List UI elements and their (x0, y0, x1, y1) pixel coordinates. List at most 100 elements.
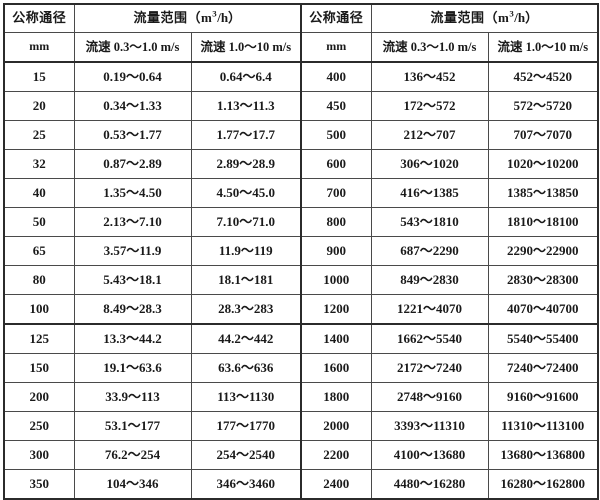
table-row: 80 5.43～18.1 18.1～181 1000 849～2830 2830～2830… (3, 265, 599, 295)
cell-flow-high: 44.2～442 (190, 323, 302, 354)
cell-flow-low: 1.35～4.50 (73, 178, 192, 208)
cell-nominal-diameter: 900 (300, 236, 372, 266)
flow-range-text-left: 流量范围（m (133, 10, 213, 26)
cell-flow-high: 177～1770 (190, 411, 302, 441)
cell-nominal-diameter: 700 (300, 178, 372, 208)
cell-flow-low: 172～572 (370, 91, 489, 121)
cell-nominal-diameter: 25 (3, 120, 75, 150)
cell-nominal-diameter: 2000 (300, 411, 372, 441)
cell-flow-low: 849～2830 (370, 265, 489, 295)
cell-flow-low: 212～707 (370, 120, 489, 150)
cell-nominal-diameter: 800 (300, 207, 372, 237)
cell-flow-low: 8.49～28.3 (73, 294, 192, 325)
cell-flow-low: 0.34～1.33 (73, 91, 192, 121)
cell-flow-low: 543～1810 (370, 207, 489, 237)
cell-flow-low: 0.87～2.89 (73, 149, 192, 179)
cell-nominal-diameter: 65 (3, 236, 75, 266)
table-row: 125 13.3～44.2 44.2～442 1400 1662～5540 5540～55… (3, 323, 599, 354)
cell-flow-low: 416～1385 (370, 178, 489, 208)
cell-flow-low: 4480～16280 (370, 469, 489, 500)
cell-nominal-diameter: 200 (3, 382, 75, 412)
cell-flow-low: 53.1～177 (73, 411, 192, 441)
cell-flow-high: 18.1～181 (190, 265, 302, 295)
cell-flow-high: 16280～162800 (487, 469, 599, 500)
cell-flow-low: 136～452 (370, 61, 489, 92)
table-row: 250 53.1～177 177～1770 2000 3393～11310 11310～1… (3, 411, 599, 441)
cell-flow-high: 2290～22900 (487, 236, 599, 266)
flow-range-table-container: 公称通径 流量范围（m3/h） 公称通径 流量范围（m3/h） mm 流速 0.3… (3, 3, 600, 500)
cell-flow-low: 1221～4070 (370, 294, 489, 325)
header-unit-mm-left: mm (3, 32, 75, 63)
cell-flow-high: 11310～113100 (487, 411, 599, 441)
cell-nominal-diameter: 150 (3, 353, 75, 383)
cell-nominal-diameter: 600 (300, 149, 372, 179)
cell-nominal-diameter: 300 (3, 440, 75, 470)
table-row: 150 19.1～63.6 63.6～636 1600 2172～7240 7240～72… (3, 353, 599, 383)
cell-flow-high: 2830～28300 (487, 265, 599, 295)
cell-nominal-diameter: 400 (300, 61, 372, 92)
cell-nominal-diameter: 80 (3, 265, 75, 295)
flow-range-unit-suffix-right: /h） (514, 10, 539, 26)
cell-nominal-diameter: 125 (3, 323, 75, 354)
header-unit-mm-right-low: 流速 0.3～1.0 m/s (370, 32, 489, 63)
cell-nominal-diameter: 20 (3, 91, 75, 121)
cell-nominal-diameter: 350 (3, 469, 75, 500)
cell-flow-high: 11.9～119 (190, 236, 302, 266)
header-unit-mm-right-high: 流速 1.0～10 m/s (487, 32, 599, 63)
cell-flow-high: 1385～13850 (487, 178, 599, 208)
cubic-superscript-left: 3 (212, 8, 218, 19)
flow-range-table: 公称通径 流量范围（m3/h） 公称通径 流量范围（m3/h） mm 流速 0.3… (3, 3, 600, 500)
cell-flow-high: 28.3～283 (190, 294, 302, 325)
cell-flow-high: 1.13～11.3 (190, 91, 302, 121)
header-flow-range-left: 流量范围（m3/h） (73, 3, 302, 33)
table-row: 20 0.34～1.33 1.13～11.3 450 172～572 572～5720 (3, 91, 599, 121)
cell-flow-low: 306～1020 (370, 149, 489, 179)
cell-nominal-diameter: 250 (3, 411, 75, 441)
cell-nominal-diameter: 1400 (300, 323, 372, 354)
header-nominal-diameter-left: 公称通径 (3, 3, 75, 33)
cell-nominal-diameter: 15 (3, 61, 75, 92)
table-row: 100 8.49～28.3 28.3～283 1200 1221～4070 4070～40… (3, 294, 599, 325)
cell-flow-high: 1020～10200 (487, 149, 599, 179)
cell-flow-low: 687～2290 (370, 236, 489, 266)
table-head: 公称通径 流量范围（m3/h） 公称通径 流量范围（m3/h） mm 流速 0.3… (3, 3, 599, 63)
cell-nominal-diameter: 2200 (300, 440, 372, 470)
cell-nominal-diameter: 100 (3, 294, 75, 325)
table-row: 40 1.35～4.50 4.50～45.0 700 416～1385 1385～1385… (3, 178, 599, 208)
cell-flow-high: 452～4520 (487, 61, 599, 92)
cell-flow-high: 572～5720 (487, 91, 599, 121)
cell-flow-low: 33.9～113 (73, 382, 192, 412)
cell-flow-high: 1.77～17.7 (190, 120, 302, 150)
table-row: 25 0.53～1.77 1.77～17.7 500 212～707 707～7070 (3, 120, 599, 150)
table-row: 50 2.13～7.10 7.10～71.0 800 543～1810 1810～1810… (3, 207, 599, 237)
cell-flow-high: 254～2540 (190, 440, 302, 470)
cell-flow-low: 104～346 (73, 469, 192, 500)
cell-nominal-diameter: 50 (3, 207, 75, 237)
cell-flow-high: 4.50～45.0 (190, 178, 302, 208)
header-unit-mm-left-high: 流速 1.0～10 m/s (190, 32, 302, 63)
cell-flow-high: 1810～18100 (487, 207, 599, 237)
cell-flow-low: 19.1～63.6 (73, 353, 192, 383)
cell-flow-low: 0.19～0.64 (73, 61, 192, 92)
cell-nominal-diameter: 500 (300, 120, 372, 150)
cell-flow-low: 1662～5540 (370, 323, 489, 354)
cell-flow-low: 13.3～44.2 (73, 323, 192, 354)
table-row: 300 76.2～254 254～2540 2200 4100～13680 13680～1… (3, 440, 599, 470)
header-nominal-diameter-right: 公称通径 (300, 3, 372, 33)
cubic-superscript-right: 3 (509, 8, 515, 19)
cell-flow-low: 3393～11310 (370, 411, 489, 441)
cell-nominal-diameter: 2400 (300, 469, 372, 500)
header-unit-mm-right: mm (300, 32, 372, 63)
cell-flow-high: 13680～136800 (487, 440, 599, 470)
cell-flow-low: 2748～9160 (370, 382, 489, 412)
cell-flow-high: 707～7070 (487, 120, 599, 150)
flow-range-unit-suffix-left: /h） (217, 10, 242, 26)
table-row: 15 0.19～0.64 0.64～6.4 400 136～452 452～4520 (3, 61, 599, 92)
header-flow-range-right: 流量范围（m3/h） (370, 3, 599, 33)
header-row-main: 公称通径 流量范围（m3/h） 公称通径 流量范围（m3/h） (3, 3, 599, 33)
table-row: 200 33.9～113 113～1130 1800 2748～9160 9160～916… (3, 382, 599, 412)
cell-nominal-diameter: 1200 (300, 294, 372, 325)
cell-flow-low: 2172～7240 (370, 353, 489, 383)
cell-nominal-diameter: 1000 (300, 265, 372, 295)
cell-flow-high: 5540～55400 (487, 323, 599, 354)
